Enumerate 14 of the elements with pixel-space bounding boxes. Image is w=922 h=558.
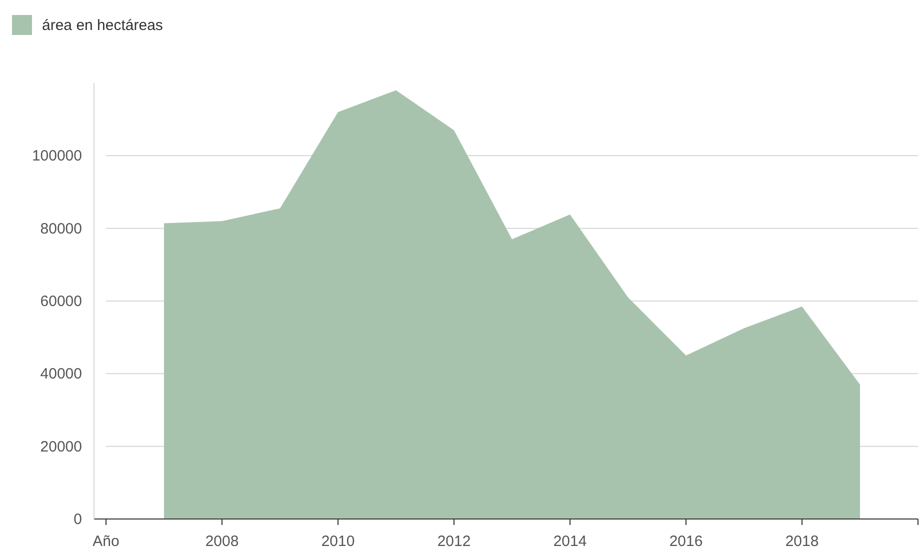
x-tick-label: 2008	[205, 533, 239, 550]
x-tick-label: 2010	[321, 533, 355, 550]
y-tick-label: 80000	[40, 220, 82, 238]
y-tick-label: 40000	[40, 366, 82, 383]
y-tick-label: 60000	[40, 293, 82, 310]
x-tick-label: 2014	[553, 533, 587, 550]
y-tick-label: 0	[74, 511, 82, 528]
y-tick-label: 20000	[40, 438, 82, 456]
x-tick-label: 2012	[437, 533, 471, 550]
legend-label: área en hectáreas	[42, 17, 163, 34]
x-tick-label: Año	[92, 533, 120, 550]
x-tick-label: 2018	[785, 533, 819, 550]
y-tick-label: 100000	[32, 148, 82, 165]
x-tick-label: 2016	[669, 533, 703, 550]
